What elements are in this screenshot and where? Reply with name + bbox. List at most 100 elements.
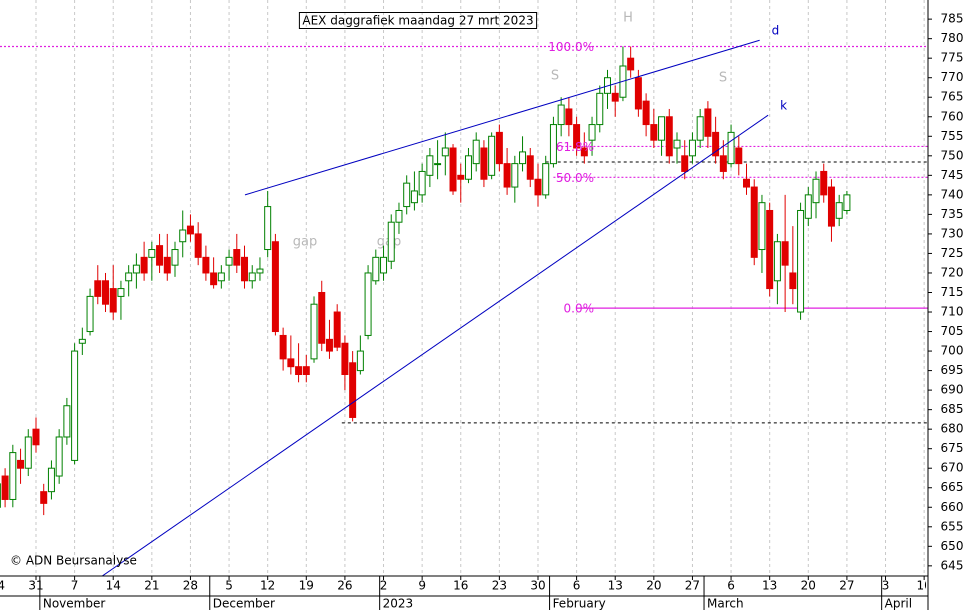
candle-body <box>457 174 465 180</box>
y-tick-label: 745 <box>941 168 964 182</box>
candle-body <box>372 256 380 282</box>
candle-body <box>225 256 233 266</box>
candle-body <box>32 428 40 446</box>
x-tick-label: 16 <box>453 579 468 593</box>
y-tick-label: 670 <box>941 461 964 475</box>
candle-body <box>341 342 349 375</box>
candle-body <box>241 256 249 282</box>
candle-body <box>194 233 202 258</box>
candle-body <box>743 178 751 188</box>
y-tick-label: 675 <box>941 441 964 455</box>
y-tick-label: 735 <box>941 207 964 221</box>
y-tick-label: 760 <box>941 109 964 123</box>
candle-body <box>132 264 140 274</box>
candle-body <box>395 209 403 223</box>
candle-body <box>719 155 727 172</box>
x-tick-label: 5 <box>225 579 233 593</box>
candle-body <box>588 124 596 141</box>
candle-body <box>480 147 488 180</box>
candle-body <box>789 272 797 290</box>
candle-body <box>426 155 434 176</box>
candle-body <box>156 245 164 266</box>
plot <box>0 0 928 576</box>
candle-body <box>410 190 418 204</box>
candle-body <box>820 170 828 196</box>
x-tick-label: 24 <box>0 579 5 593</box>
fib-label: 100.0% <box>548 40 594 54</box>
y-tick-label: 690 <box>941 383 964 397</box>
y-tick-label: 730 <box>941 226 964 240</box>
trendline <box>244 39 760 196</box>
candle-body <box>94 280 102 297</box>
candle-body <box>287 358 295 368</box>
candle-body <box>735 147 743 165</box>
candle-body <box>542 163 550 196</box>
y-tick-label: 740 <box>941 187 964 201</box>
y-tick-label: 770 <box>941 70 964 84</box>
candle-body <box>812 178 820 204</box>
candle-body <box>349 362 357 418</box>
y-tick-label: 700 <box>941 344 964 358</box>
candle-body <box>781 241 789 266</box>
candle-body <box>495 131 503 165</box>
candle-body <box>318 291 326 344</box>
candle-body <box>758 202 766 251</box>
candle-body <box>40 491 48 504</box>
candle-body <box>596 92 604 126</box>
candle-body <box>804 194 812 219</box>
annotation: H <box>623 11 633 26</box>
candle-body <box>472 139 480 165</box>
candle-body <box>210 272 218 286</box>
title-box <box>298 12 538 29</box>
y-tick-label: 655 <box>941 519 964 533</box>
x-tick-label: 7 <box>71 579 79 593</box>
candle-body <box>295 366 303 375</box>
candle-body <box>256 268 264 274</box>
x-tick-label: 30 <box>530 579 545 593</box>
candle-body <box>727 131 735 165</box>
candle-body <box>86 295 94 333</box>
copyright: © ADN Beursanalyse <box>10 554 137 568</box>
y-tick-label: 665 <box>941 480 964 494</box>
candle-body <box>696 116 704 141</box>
candle-body <box>63 405 71 438</box>
y-tick-label: 765 <box>941 90 964 104</box>
x-tick-label: 9 <box>418 579 426 593</box>
x-tick-label: 27 <box>685 579 700 593</box>
candle-body <box>557 104 565 126</box>
candle-body <box>248 272 256 282</box>
annotation: S <box>719 71 727 86</box>
candle-body <box>356 350 364 372</box>
candle-body <box>125 272 133 282</box>
y-tick-label: 710 <box>941 305 964 319</box>
fib-label: 50.0% <box>556 171 594 185</box>
candle-body <box>650 124 658 141</box>
candle-body <box>565 108 573 126</box>
month-label: December <box>213 597 275 610</box>
candle-body <box>681 155 689 172</box>
candle-body <box>441 147 449 157</box>
candle-body <box>766 209 774 290</box>
x-tick-label: 21 <box>144 579 159 593</box>
y-tick-label: 705 <box>941 324 964 338</box>
y-tick-label: 785 <box>941 12 964 26</box>
x-tick-label: 14 <box>106 579 121 593</box>
y-tick-label: 685 <box>941 402 964 416</box>
trendline <box>101 114 769 576</box>
x-tick-label: 3 <box>882 579 890 593</box>
candle-body <box>302 366 310 375</box>
candle-body <box>665 116 673 157</box>
candle-body <box>688 139 696 157</box>
month-label: April <box>885 597 912 610</box>
candle-body <box>712 131 720 157</box>
candle-body <box>279 334 287 360</box>
candle-body <box>835 202 843 219</box>
x-tick-label: 10 <box>916 579 931 593</box>
candle-body <box>333 311 341 348</box>
y-tick-label: 695 <box>941 363 964 377</box>
candle-body <box>171 249 179 266</box>
x-tick-label: 26 <box>337 579 352 593</box>
candle-body <box>55 436 63 477</box>
month-label: March <box>707 597 744 610</box>
candle-body <box>179 229 187 243</box>
